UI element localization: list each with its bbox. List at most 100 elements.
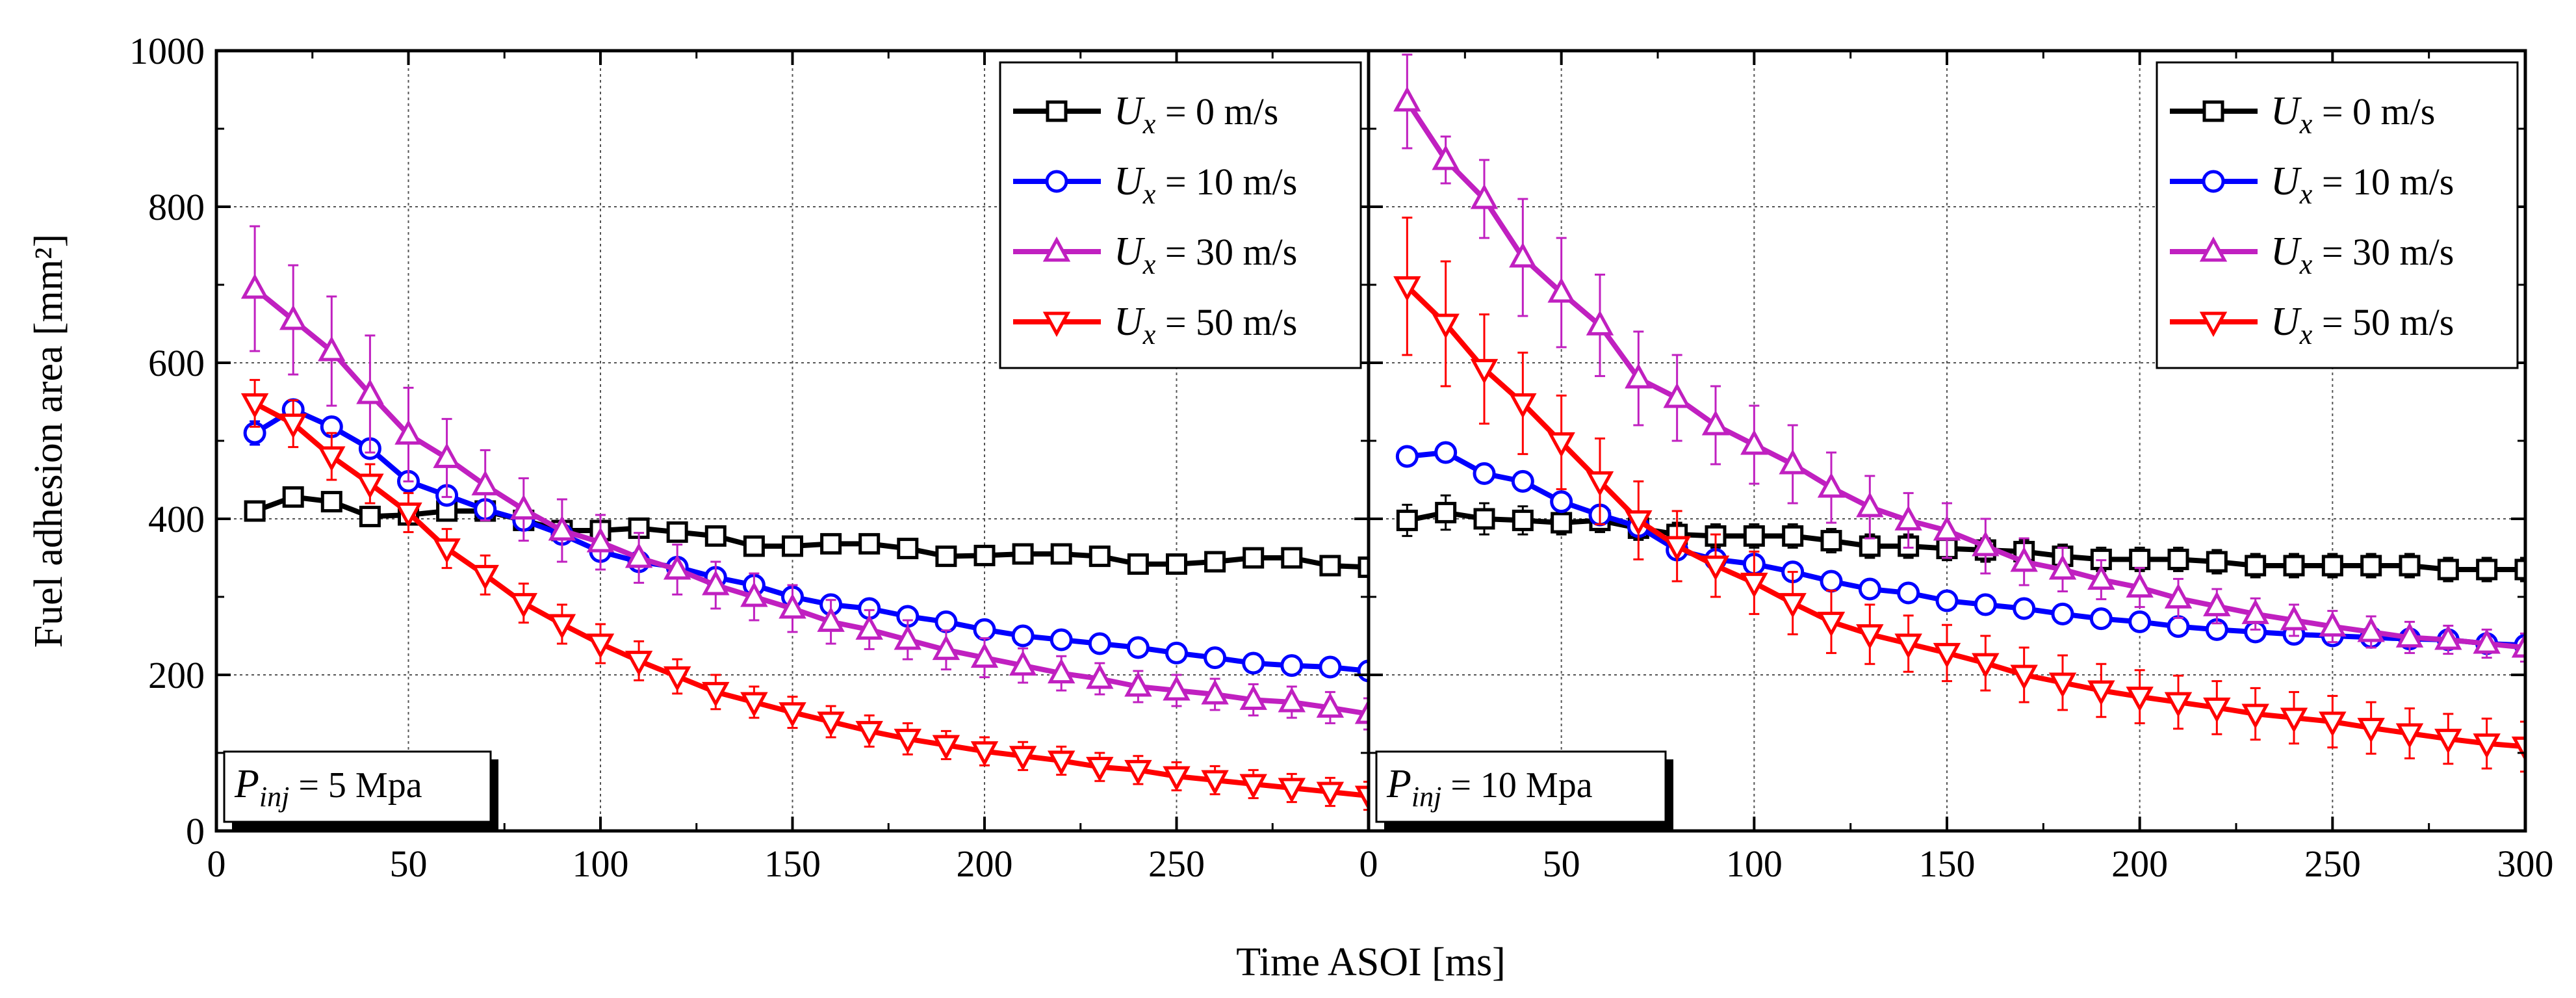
- data-point: [1088, 632, 1111, 655]
- legend-label: Ux = 30 m/s: [2271, 230, 2454, 280]
- y-axis-title: Fuel adhesion area [mm²]: [27, 234, 71, 648]
- data-point: [1239, 685, 1267, 710]
- y-tick-label: 0: [186, 810, 205, 852]
- x-tick-label: 150: [764, 843, 821, 885]
- data-point: [2129, 548, 2151, 570]
- data-point: [1779, 449, 1807, 475]
- data-point: [932, 735, 960, 761]
- legend-label: Ux = 0 m/s: [2271, 89, 2435, 140]
- data-point: [1278, 687, 1306, 713]
- data-point: [973, 544, 996, 566]
- series-line: [253, 494, 1369, 570]
- data-point: [970, 642, 999, 668]
- x-tick-label: 150: [1919, 843, 1976, 885]
- data-point: [1509, 393, 1537, 419]
- data-point: [1124, 671, 1152, 697]
- data-point: [356, 378, 384, 404]
- data-point: [1393, 86, 1421, 112]
- data-point: [1124, 759, 1152, 785]
- series-3: [1393, 53, 2525, 663]
- data-point: [2283, 555, 2305, 577]
- legend-label: Ux = 10 m/s: [1114, 159, 1297, 210]
- x-tick-label: 0: [207, 843, 226, 885]
- data-point: [1086, 757, 1114, 782]
- data-point: [548, 515, 576, 541]
- series-1: [244, 486, 1369, 578]
- data-point: [1009, 746, 1037, 771]
- data-point: [2167, 615, 2190, 638]
- data-point: [782, 535, 803, 557]
- data-point: [855, 720, 883, 746]
- data-point: [1047, 658, 1075, 684]
- data-point: [1858, 577, 1881, 601]
- x-tick-label: 50: [1543, 843, 1580, 885]
- data-point: [1204, 646, 1227, 670]
- data-point: [1127, 553, 1149, 575]
- data-point: [2280, 707, 2308, 733]
- data-point: [2126, 687, 2154, 712]
- data-point: [817, 711, 845, 737]
- data-point: [1663, 382, 1691, 408]
- data-point: [320, 491, 342, 513]
- data-point: [855, 614, 883, 640]
- data-point: [2206, 551, 2228, 573]
- x-tick-label: 250: [2304, 843, 2361, 885]
- data-point: [1434, 441, 1458, 464]
- data-point: [244, 500, 266, 522]
- data-point: [1281, 547, 1303, 569]
- data-point: [1319, 655, 1342, 679]
- data-point: [2051, 602, 2074, 625]
- data-point: [1088, 545, 1111, 568]
- data-point: [2241, 703, 2269, 729]
- data-point: [1395, 445, 1419, 468]
- data-point: [2476, 558, 2498, 581]
- data-point: [894, 728, 922, 754]
- data-point: [1894, 505, 1922, 531]
- data-point: [1551, 512, 1573, 534]
- data-point: [471, 564, 499, 590]
- data-point: [548, 614, 576, 640]
- data-point: [1817, 472, 1846, 498]
- data-point: [1432, 144, 1460, 170]
- data-point: [2399, 555, 2421, 577]
- x-tick-label: 50: [390, 843, 428, 885]
- data-point: [1204, 551, 1226, 573]
- data-point: [1933, 515, 1961, 541]
- legend: Ux = 0 m/s Ux = 10 m/s Ux = 30 m/s Ux = 50 …: [2156, 61, 2519, 369]
- data-point: [1817, 611, 1846, 637]
- data-point: [279, 414, 307, 439]
- data-point: [1280, 654, 1304, 677]
- data-point: [1625, 510, 1653, 536]
- data-point: [2473, 733, 2501, 759]
- data-point: [1050, 628, 1073, 651]
- data-point: [2167, 548, 2189, 570]
- data-point: [625, 650, 653, 676]
- data-point: [2434, 624, 2462, 650]
- data-point: [2089, 607, 2113, 631]
- data-point: [1856, 492, 1884, 518]
- legend-marker: [1042, 311, 1071, 337]
- data-point: [663, 554, 691, 580]
- data-point: [2087, 680, 2115, 706]
- data-point: [2048, 554, 2077, 580]
- data-point: [1743, 525, 1765, 547]
- y-tick-label: 1000: [129, 30, 205, 72]
- data-point: [1393, 276, 1421, 302]
- data-point: [1625, 363, 1653, 389]
- data-point: [897, 538, 919, 560]
- data-point: [356, 473, 384, 499]
- series-3: [240, 225, 1369, 731]
- data-point: [394, 419, 422, 445]
- data-point: [1740, 429, 1768, 455]
- data-point: [1432, 313, 1460, 339]
- data-point: [1779, 593, 1807, 618]
- legend-label: Ux = 50 m/s: [2271, 300, 2454, 350]
- data-point: [1011, 624, 1035, 648]
- data-point: [586, 633, 615, 659]
- data-point: [1243, 547, 1265, 569]
- data-point: [240, 393, 269, 419]
- data-point: [2048, 672, 2077, 698]
- panel-label-box: [223, 750, 492, 823]
